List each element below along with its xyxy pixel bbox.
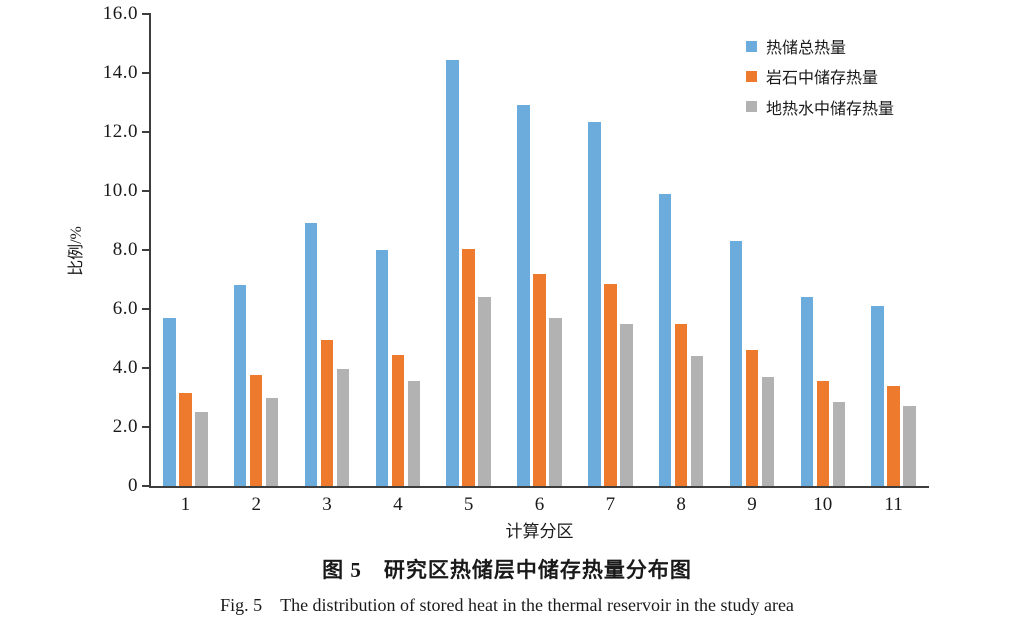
bar-series2-zone9 — [745, 350, 759, 486]
bar-series1-zone2 — [233, 285, 247, 486]
bar-series3-zone2 — [265, 397, 279, 486]
y-tick-label: 2.0 — [112, 416, 138, 437]
bar-series2-zone7 — [604, 283, 617, 486]
bar-series2-zone10 — [816, 381, 830, 486]
y-tick-mark — [142, 308, 149, 310]
legend-item: 热储总热量 — [746, 31, 894, 61]
y-axis-title: 比例/% — [68, 226, 85, 276]
bar-series3-zone10 — [832, 401, 846, 486]
legend-label: 热储总热量 — [766, 40, 847, 58]
y-tick-mark — [142, 131, 149, 133]
plot-area — [150, 14, 929, 486]
bar-series3-zone1 — [195, 412, 208, 486]
bar-series1-zone8 — [658, 193, 672, 486]
y-tick-label: 8.0 — [112, 239, 138, 260]
x-category-label: 6 — [534, 494, 545, 515]
x-category-label: 11 — [884, 494, 903, 515]
legend: 热储总热量岩石中储存热量 地热水中储存热量 — [746, 31, 894, 122]
x-category-label: 5 — [463, 494, 474, 515]
bar-series2-zone3 — [320, 339, 334, 486]
bar-series3-zone4 — [407, 381, 421, 486]
legend-swatch-icon — [746, 70, 757, 82]
y-tick-label: 14.0 — [102, 62, 138, 83]
y-tick-label: 4.0 — [112, 357, 138, 378]
bar-series3-zone11 — [903, 406, 916, 486]
bar-series2-zone4 — [391, 354, 405, 486]
bar-series3-zone5 — [478, 297, 491, 486]
bar-series1-zone5 — [446, 59, 459, 486]
x-category-label: 1 — [180, 494, 191, 515]
y-tick-mark — [142, 72, 149, 74]
legend-swatch-icon — [746, 40, 757, 52]
x-category-label: 3 — [322, 494, 332, 515]
bar-series2-zone6 — [533, 273, 546, 486]
x-category-label: 7 — [605, 494, 616, 515]
y-tick-label: 16.0 — [102, 3, 138, 24]
y-tick-mark — [142, 13, 149, 15]
bar-series1-zone7 — [588, 121, 601, 486]
bar-series3-zone6 — [549, 317, 562, 486]
y-tick-mark — [142, 367, 149, 369]
x-category-label: 10 — [813, 494, 833, 515]
x-category-label: 9 — [747, 494, 757, 515]
bar-series1-zone11 — [871, 306, 884, 486]
legend-item: 岩石中储存热量 — [746, 61, 894, 91]
y-tick-mark — [142, 426, 149, 428]
x-category-label: 2 — [251, 494, 261, 515]
y-tick-label: 0 — [128, 475, 138, 496]
bar-series2-zone2 — [249, 375, 263, 486]
y-tick-mark — [142, 190, 149, 192]
bar-series3-zone7 — [620, 323, 633, 486]
x-category-label: 8 — [676, 494, 686, 515]
x-category-label: 4 — [393, 494, 403, 515]
figure-caption-chinese: 图 5 研究区热储层中储存热量分布图 — [322, 558, 692, 582]
legend-item: 地热水中储存热量 — [746, 92, 894, 122]
legend-label: 地热水中储存热量 — [766, 100, 895, 118]
legend-swatch-icon — [746, 101, 757, 113]
bar-series3-zone9 — [761, 376, 775, 486]
y-tick-label: 12.0 — [102, 121, 138, 142]
bar-series1-zone4 — [375, 250, 389, 486]
y-tick-mark — [142, 485, 149, 487]
bar-series1-zone6 — [517, 105, 530, 486]
bar-series2-zone1 — [179, 393, 192, 486]
bar-series1-zone3 — [304, 223, 318, 486]
bar-series1-zone1 — [163, 317, 176, 486]
x-axis-line — [149, 485, 929, 488]
figure-caption-english: Fig. 5 The distribution of stored heat i… — [220, 595, 794, 615]
bar-series1-zone9 — [729, 241, 743, 486]
bar-series1-zone10 — [800, 297, 814, 486]
bar-series2-zone8 — [674, 323, 688, 486]
y-axis-line — [149, 13, 151, 487]
y-tick-label: 6.0 — [112, 298, 138, 319]
x-axis-title: 计算分区 — [505, 522, 574, 541]
bar-series3-zone3 — [336, 369, 350, 486]
y-tick-label: 10.0 — [102, 180, 138, 201]
y-tick-mark — [142, 249, 149, 251]
bar-series2-zone11 — [887, 385, 900, 486]
bar-series3-zone8 — [690, 356, 704, 486]
legend-label: 岩石中储存热量 — [766, 70, 879, 88]
bar-series2-zone5 — [462, 248, 475, 486]
